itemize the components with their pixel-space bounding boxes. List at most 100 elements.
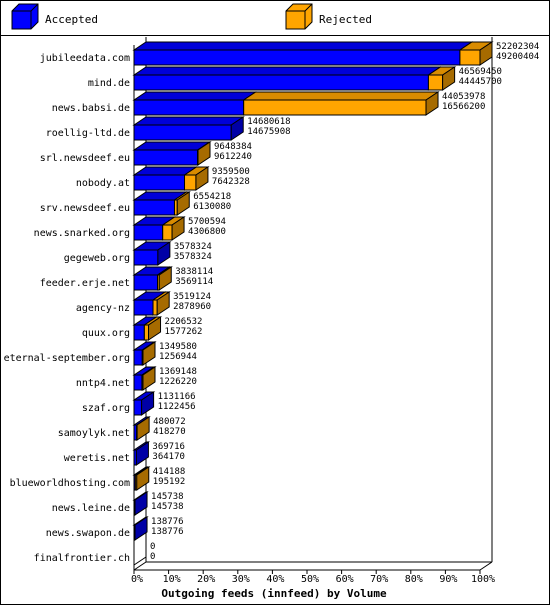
bar-group bbox=[132, 491, 149, 516]
category-label: jubileedata.com bbox=[40, 53, 130, 64]
bar-group bbox=[132, 441, 151, 466]
x-tick-label: 80% bbox=[405, 574, 423, 585]
value-label-total: 414188 bbox=[153, 467, 186, 477]
value-label-accepted: 4306800 bbox=[188, 227, 226, 237]
x-tick-label: 70% bbox=[370, 574, 388, 585]
bar-accepted-front bbox=[133, 249, 159, 266]
value-label-accepted: 1122456 bbox=[158, 402, 196, 412]
bar-group bbox=[132, 391, 156, 416]
bar-group bbox=[132, 341, 157, 366]
value-label-accepted: 364170 bbox=[152, 452, 185, 462]
bar-accepted-front bbox=[133, 299, 154, 316]
value-label-total: 44053978 bbox=[442, 92, 485, 102]
bar-group bbox=[132, 166, 210, 191]
category-label: news.leine.de bbox=[52, 503, 130, 514]
category-label: srl.newsdeef.eu bbox=[40, 153, 130, 164]
value-label-accepted: 145738 bbox=[151, 502, 184, 512]
bar-rejected-front bbox=[152, 299, 158, 316]
value-label-total: 145738 bbox=[151, 492, 184, 502]
value-label-total: 0 bbox=[150, 542, 155, 552]
value-label-total: 480072 bbox=[153, 417, 186, 427]
value-label-accepted: 6130080 bbox=[193, 202, 231, 212]
bar-rejected-side bbox=[136, 416, 150, 441]
bar-group bbox=[132, 66, 457, 91]
value-label-accepted: 2878960 bbox=[173, 302, 211, 312]
bar-group bbox=[132, 266, 173, 291]
category-label: samoylyk.net bbox=[58, 428, 130, 439]
category-label: weretis.net bbox=[64, 453, 130, 464]
value-label-total: 3519124 bbox=[173, 292, 211, 302]
x-tick-label: 10% bbox=[163, 574, 181, 585]
x-tick-label: 50% bbox=[301, 574, 319, 585]
legend-label-rejected: Rejected bbox=[319, 13, 372, 26]
bar-accepted-side bbox=[157, 241, 171, 266]
legend: Accepted Rejected bbox=[11, 3, 372, 30]
value-label-total: 5700594 bbox=[188, 217, 226, 227]
value-label-total: 1369148 bbox=[159, 367, 197, 377]
bar-accepted-side bbox=[141, 391, 155, 416]
bar-accepted-top bbox=[132, 116, 245, 126]
bar-rejected-side bbox=[136, 466, 150, 491]
bar-group bbox=[132, 191, 191, 216]
bar-accepted-front bbox=[133, 399, 143, 416]
x-tick-label: 40% bbox=[266, 574, 284, 585]
category-label: news.babsi.de bbox=[52, 103, 130, 114]
category-label: agency-nz bbox=[76, 303, 130, 314]
bar-accepted-top bbox=[132, 66, 443, 76]
bar-accepted-front bbox=[133, 149, 199, 166]
category-label: mind.de bbox=[88, 78, 130, 89]
value-label-total: 138776 bbox=[151, 517, 184, 527]
category-label: news.snarked.org bbox=[34, 228, 130, 239]
category-label: roellig-ltd.de bbox=[46, 128, 130, 139]
bar-accepted-front bbox=[133, 124, 232, 141]
bar-rejected-side bbox=[176, 191, 190, 216]
bar-group bbox=[132, 291, 171, 316]
bar-accepted-top bbox=[132, 41, 474, 51]
bar-accepted-front bbox=[133, 199, 175, 216]
value-label-accepted: 7642328 bbox=[212, 177, 250, 187]
value-label-total: 46569450 bbox=[459, 67, 502, 77]
value-label-accepted: 3569114 bbox=[175, 277, 213, 287]
value-label-total: 52202304 bbox=[496, 42, 539, 52]
category-label: news.swapon.de bbox=[46, 528, 130, 539]
bar-group bbox=[132, 366, 157, 391]
category-label: szaf.org bbox=[82, 403, 130, 414]
bar-accepted-front bbox=[133, 374, 143, 391]
value-label-accepted: 44445700 bbox=[459, 77, 502, 87]
bar-group bbox=[132, 516, 149, 541]
bar-accepted-front bbox=[133, 349, 143, 366]
bar-accepted-front bbox=[133, 74, 429, 91]
legend-item-accepted: Accepted bbox=[11, 3, 98, 30]
value-label-accepted: 0 bbox=[150, 552, 155, 562]
bar-rejected-side bbox=[479, 41, 493, 66]
value-label-accepted: 1256944 bbox=[159, 352, 197, 362]
bar-rejected-front bbox=[427, 74, 444, 91]
value-label-accepted: 9612240 bbox=[214, 152, 252, 162]
bar-group bbox=[132, 416, 151, 441]
bar-rejected-side bbox=[148, 316, 162, 341]
value-label-total: 1349580 bbox=[159, 342, 197, 352]
bar-group bbox=[132, 466, 151, 491]
x-tick-label: 0% bbox=[131, 574, 143, 585]
category-label: finalfrontier.ch bbox=[34, 553, 130, 564]
value-label-accepted: 16566200 bbox=[442, 102, 485, 112]
bar-group bbox=[132, 116, 245, 141]
bar-rejected-front bbox=[162, 224, 173, 241]
category-label: gegeweb.org bbox=[64, 253, 130, 264]
bar-accepted-front bbox=[133, 324, 145, 341]
bar-group bbox=[132, 316, 163, 341]
value-label-accepted: 49200404 bbox=[496, 52, 539, 62]
x-axis-ticks: 0% 10% 20% 30% 40% 50% 60% 70% 80% 90% 100% bbox=[131, 570, 495, 585]
bar-rejected-front bbox=[459, 49, 481, 66]
bar-group bbox=[132, 216, 186, 241]
value-label-accepted: 138776 bbox=[151, 527, 184, 537]
value-label-accepted: 195192 bbox=[153, 477, 186, 487]
legend-item-rejected: Rejected bbox=[285, 3, 372, 30]
value-label-total: 3578324 bbox=[174, 242, 212, 252]
category-label: nntp4.net bbox=[76, 378, 130, 389]
value-label-total: 9359500 bbox=[212, 167, 250, 177]
bar-rejected-side bbox=[442, 66, 456, 91]
bar-rejected-front bbox=[243, 99, 427, 116]
